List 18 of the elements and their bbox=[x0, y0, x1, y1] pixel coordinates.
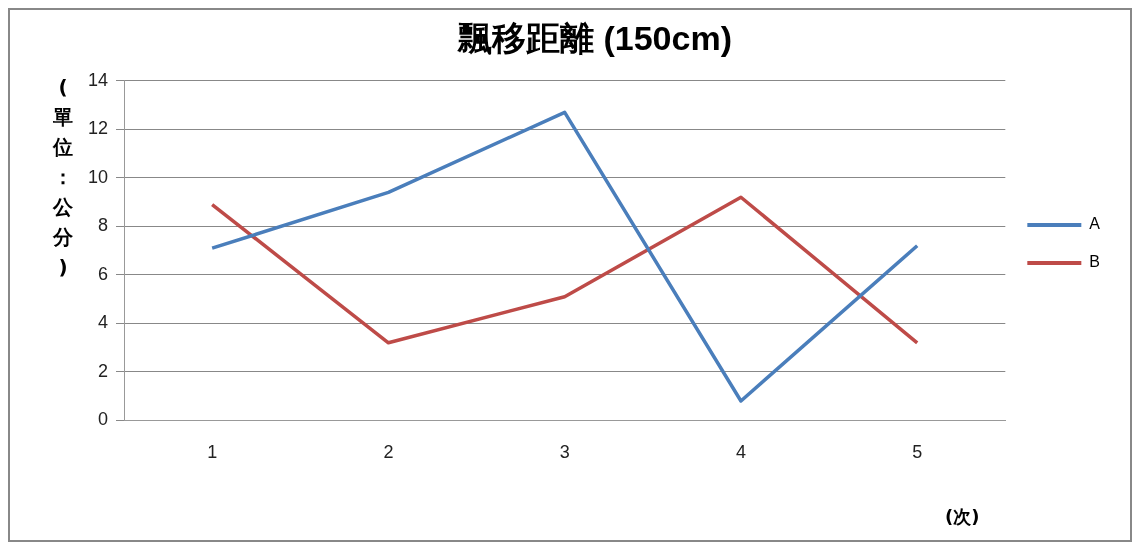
y-tick-label: 6 bbox=[98, 263, 109, 284]
y-tick-label: 12 bbox=[87, 118, 109, 139]
x-tick-label: 3 bbox=[559, 442, 570, 463]
y-tick-label: 4 bbox=[98, 312, 109, 333]
y-tick-label: 0 bbox=[98, 409, 109, 430]
y-tick-label: 14 bbox=[87, 69, 109, 90]
x-tick-label: 2 bbox=[383, 442, 394, 463]
x-axis-title: (次) bbox=[945, 505, 980, 529]
y-tick-label: 10 bbox=[87, 166, 109, 187]
chart-title: 飄移距離 (150cm) bbox=[457, 18, 732, 57]
y-tick-label: 8 bbox=[98, 215, 109, 236]
x-tick-label: 4 bbox=[735, 442, 746, 463]
legend-label: A bbox=[1089, 215, 1101, 233]
y-tick-label: 2 bbox=[98, 360, 109, 381]
x-tick-label: 1 bbox=[207, 442, 218, 463]
y-axis-title: (單位：公分) bbox=[51, 74, 74, 281]
legend-label: B bbox=[1089, 253, 1100, 271]
x-tick-label: 5 bbox=[912, 442, 923, 463]
